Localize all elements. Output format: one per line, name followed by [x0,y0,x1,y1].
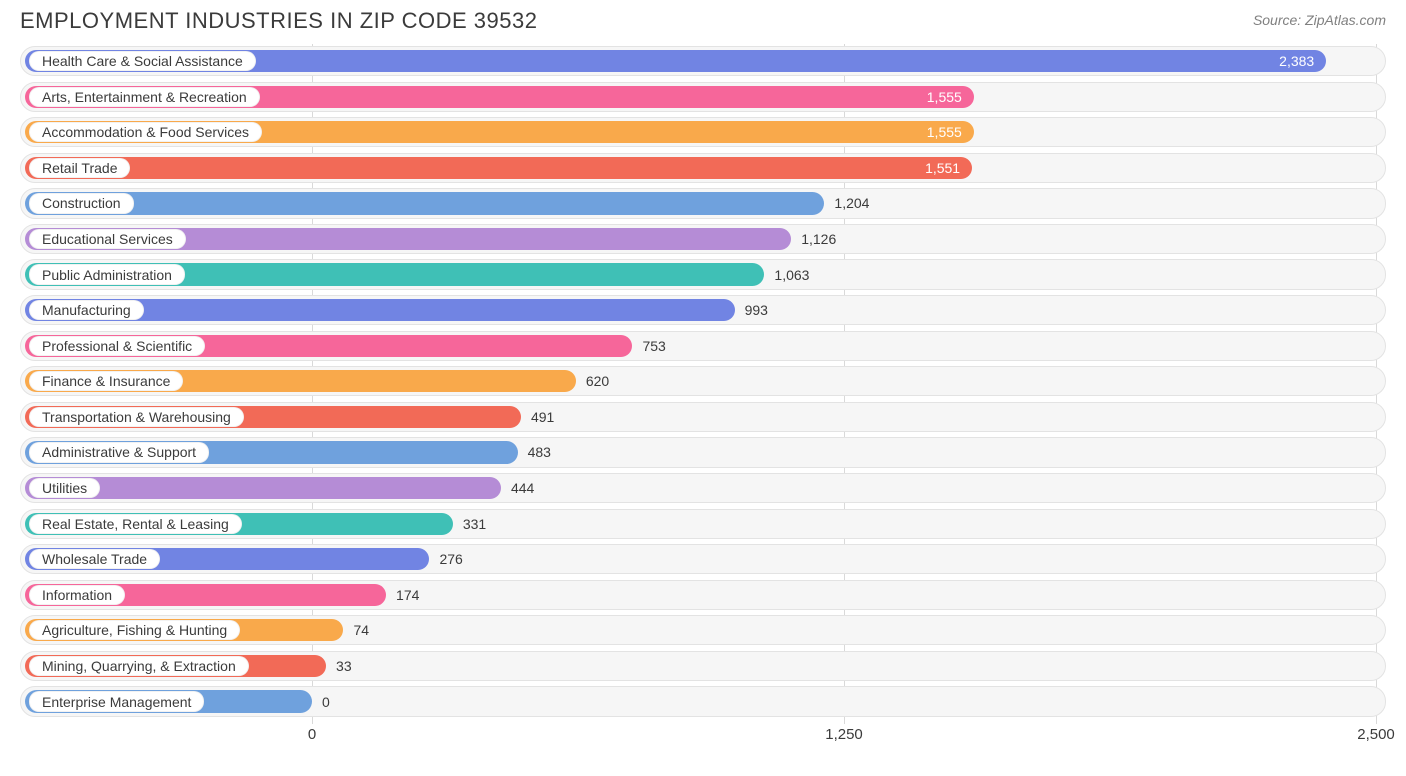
bar-row: Wholesale Trade 276 [20,544,1386,574]
bar-row: Real Estate, Rental & Leasing 331 [20,509,1386,539]
bar-row: Enterprise Management 0 [20,686,1386,716]
bar-value: 1,555 [927,82,962,112]
bar-row: Information 174 [20,580,1386,610]
bar-label-box: Public Administration [29,264,185,284]
bar-value: 1,126 [801,224,836,254]
bar-label: Transportation & Warehousing [42,409,231,425]
bar-row: Transportation & Warehousing 491 [20,402,1386,432]
bar-value: 276 [439,544,462,574]
bar-label: Finance & Insurance [42,373,170,389]
bar-label: Public Administration [42,267,172,283]
bar-label: Agriculture, Fishing & Hunting [42,622,227,638]
bar-row: Construction 1,204 [20,188,1386,218]
x-axis-tick: 1,250 [825,726,863,743]
bar-value: 620 [586,366,609,396]
bar-label-box: Mining, Quarrying, & Extraction [29,656,249,676]
bar-label-box: Accommodation & Food Services [29,122,262,142]
bar-row: Educational Services 1,126 [20,224,1386,254]
bar-row: Retail Trade 1,551 [20,153,1386,183]
bar-label-box: Transportation & Warehousing [29,407,244,427]
bar-label-box: Arts, Entertainment & Recreation [29,87,260,107]
x-axis-tick: 2,500 [1357,726,1395,743]
bar-label-box: Real Estate, Rental & Leasing [29,514,242,534]
bar-label: Professional & Scientific [42,338,192,354]
bar-label: Retail Trade [42,160,117,176]
bar-value: 993 [745,295,768,325]
bar-label: Arts, Entertainment & Recreation [42,89,247,105]
bar-label: Mining, Quarrying, & Extraction [42,658,236,674]
bar-label-box: Educational Services [29,229,186,249]
bar-label-box: Agriculture, Fishing & Hunting [29,620,240,640]
bar-label: Wholesale Trade [42,551,147,567]
bar-value: 491 [531,402,554,432]
bar-row: Accommodation & Food Services 1,555 [20,117,1386,147]
bar-value: 33 [336,651,352,681]
bar-label: Educational Services [42,231,173,247]
bar-label-box: Wholesale Trade [29,549,160,569]
bar-label: Enterprise Management [42,694,191,710]
chart-title: EMPLOYMENT INDUSTRIES IN ZIP CODE 39532 [20,8,538,34]
bar-label-box: Enterprise Management [29,691,204,711]
x-axis: 01,2502,500 [20,726,1386,756]
chart-header: EMPLOYMENT INDUSTRIES IN ZIP CODE 39532 … [0,0,1406,38]
bar-row: Administrative & Support 483 [20,437,1386,467]
bar-value: 331 [463,509,486,539]
bar-label: Information [42,587,112,603]
bar-label: Construction [42,195,121,211]
bar-row: Arts, Entertainment & Recreation 1,555 [20,82,1386,112]
bar-row: Public Administration 1,063 [20,259,1386,289]
bar-value: 753 [642,331,665,361]
bar-label-box: Finance & Insurance [29,371,183,391]
bar-value: 174 [396,580,419,610]
bar-row: Agriculture, Fishing & Hunting 74 [20,615,1386,645]
bar-label-box: Retail Trade [29,158,130,178]
bar-row: Finance & Insurance 620 [20,366,1386,396]
bar-label-box: Utilities [29,478,100,498]
chart-source: Source: ZipAtlas.com [1253,8,1386,28]
bar-row: Utilities 444 [20,473,1386,503]
chart-area: Health Care & Social Assistance 2,383 Arts… [20,44,1386,744]
bar-row: Professional & Scientific 753 [20,331,1386,361]
bar-label-box: Information [29,585,125,605]
bar-label: Health Care & Social Assistance [42,53,243,69]
bar-label-box: Manufacturing [29,300,144,320]
bar-value: 1,063 [774,259,809,289]
bar-value: 2,383 [1279,46,1314,76]
x-axis-tick: 0 [308,726,316,743]
bar-value: 1,555 [927,117,962,147]
bar-label: Utilities [42,480,87,496]
bar-label: Accommodation & Food Services [42,124,249,140]
bars-container: Health Care & Social Assistance 2,383 Arts… [20,44,1386,717]
bar-value: 1,204 [834,188,869,218]
bar-label-box: Professional & Scientific [29,336,205,356]
bar-row: Health Care & Social Assistance 2,383 [20,46,1386,76]
bar-row: Mining, Quarrying, & Extraction 33 [20,651,1386,681]
bar-value: 0 [322,686,330,716]
bar-label-box: Construction [29,193,134,213]
bar-value: 444 [511,473,534,503]
bar-value: 483 [528,437,551,467]
bar-fill [25,157,972,179]
bar-label-box: Health Care & Social Assistance [29,51,256,71]
bar-fill [25,192,824,214]
bar-label: Manufacturing [42,302,131,318]
bar-label: Administrative & Support [42,444,196,460]
bar-value: 1,551 [925,153,960,183]
bar-value: 74 [353,615,369,645]
bar-row: Manufacturing 993 [20,295,1386,325]
bar-label-box: Administrative & Support [29,442,209,462]
bar-label: Real Estate, Rental & Leasing [42,516,229,532]
